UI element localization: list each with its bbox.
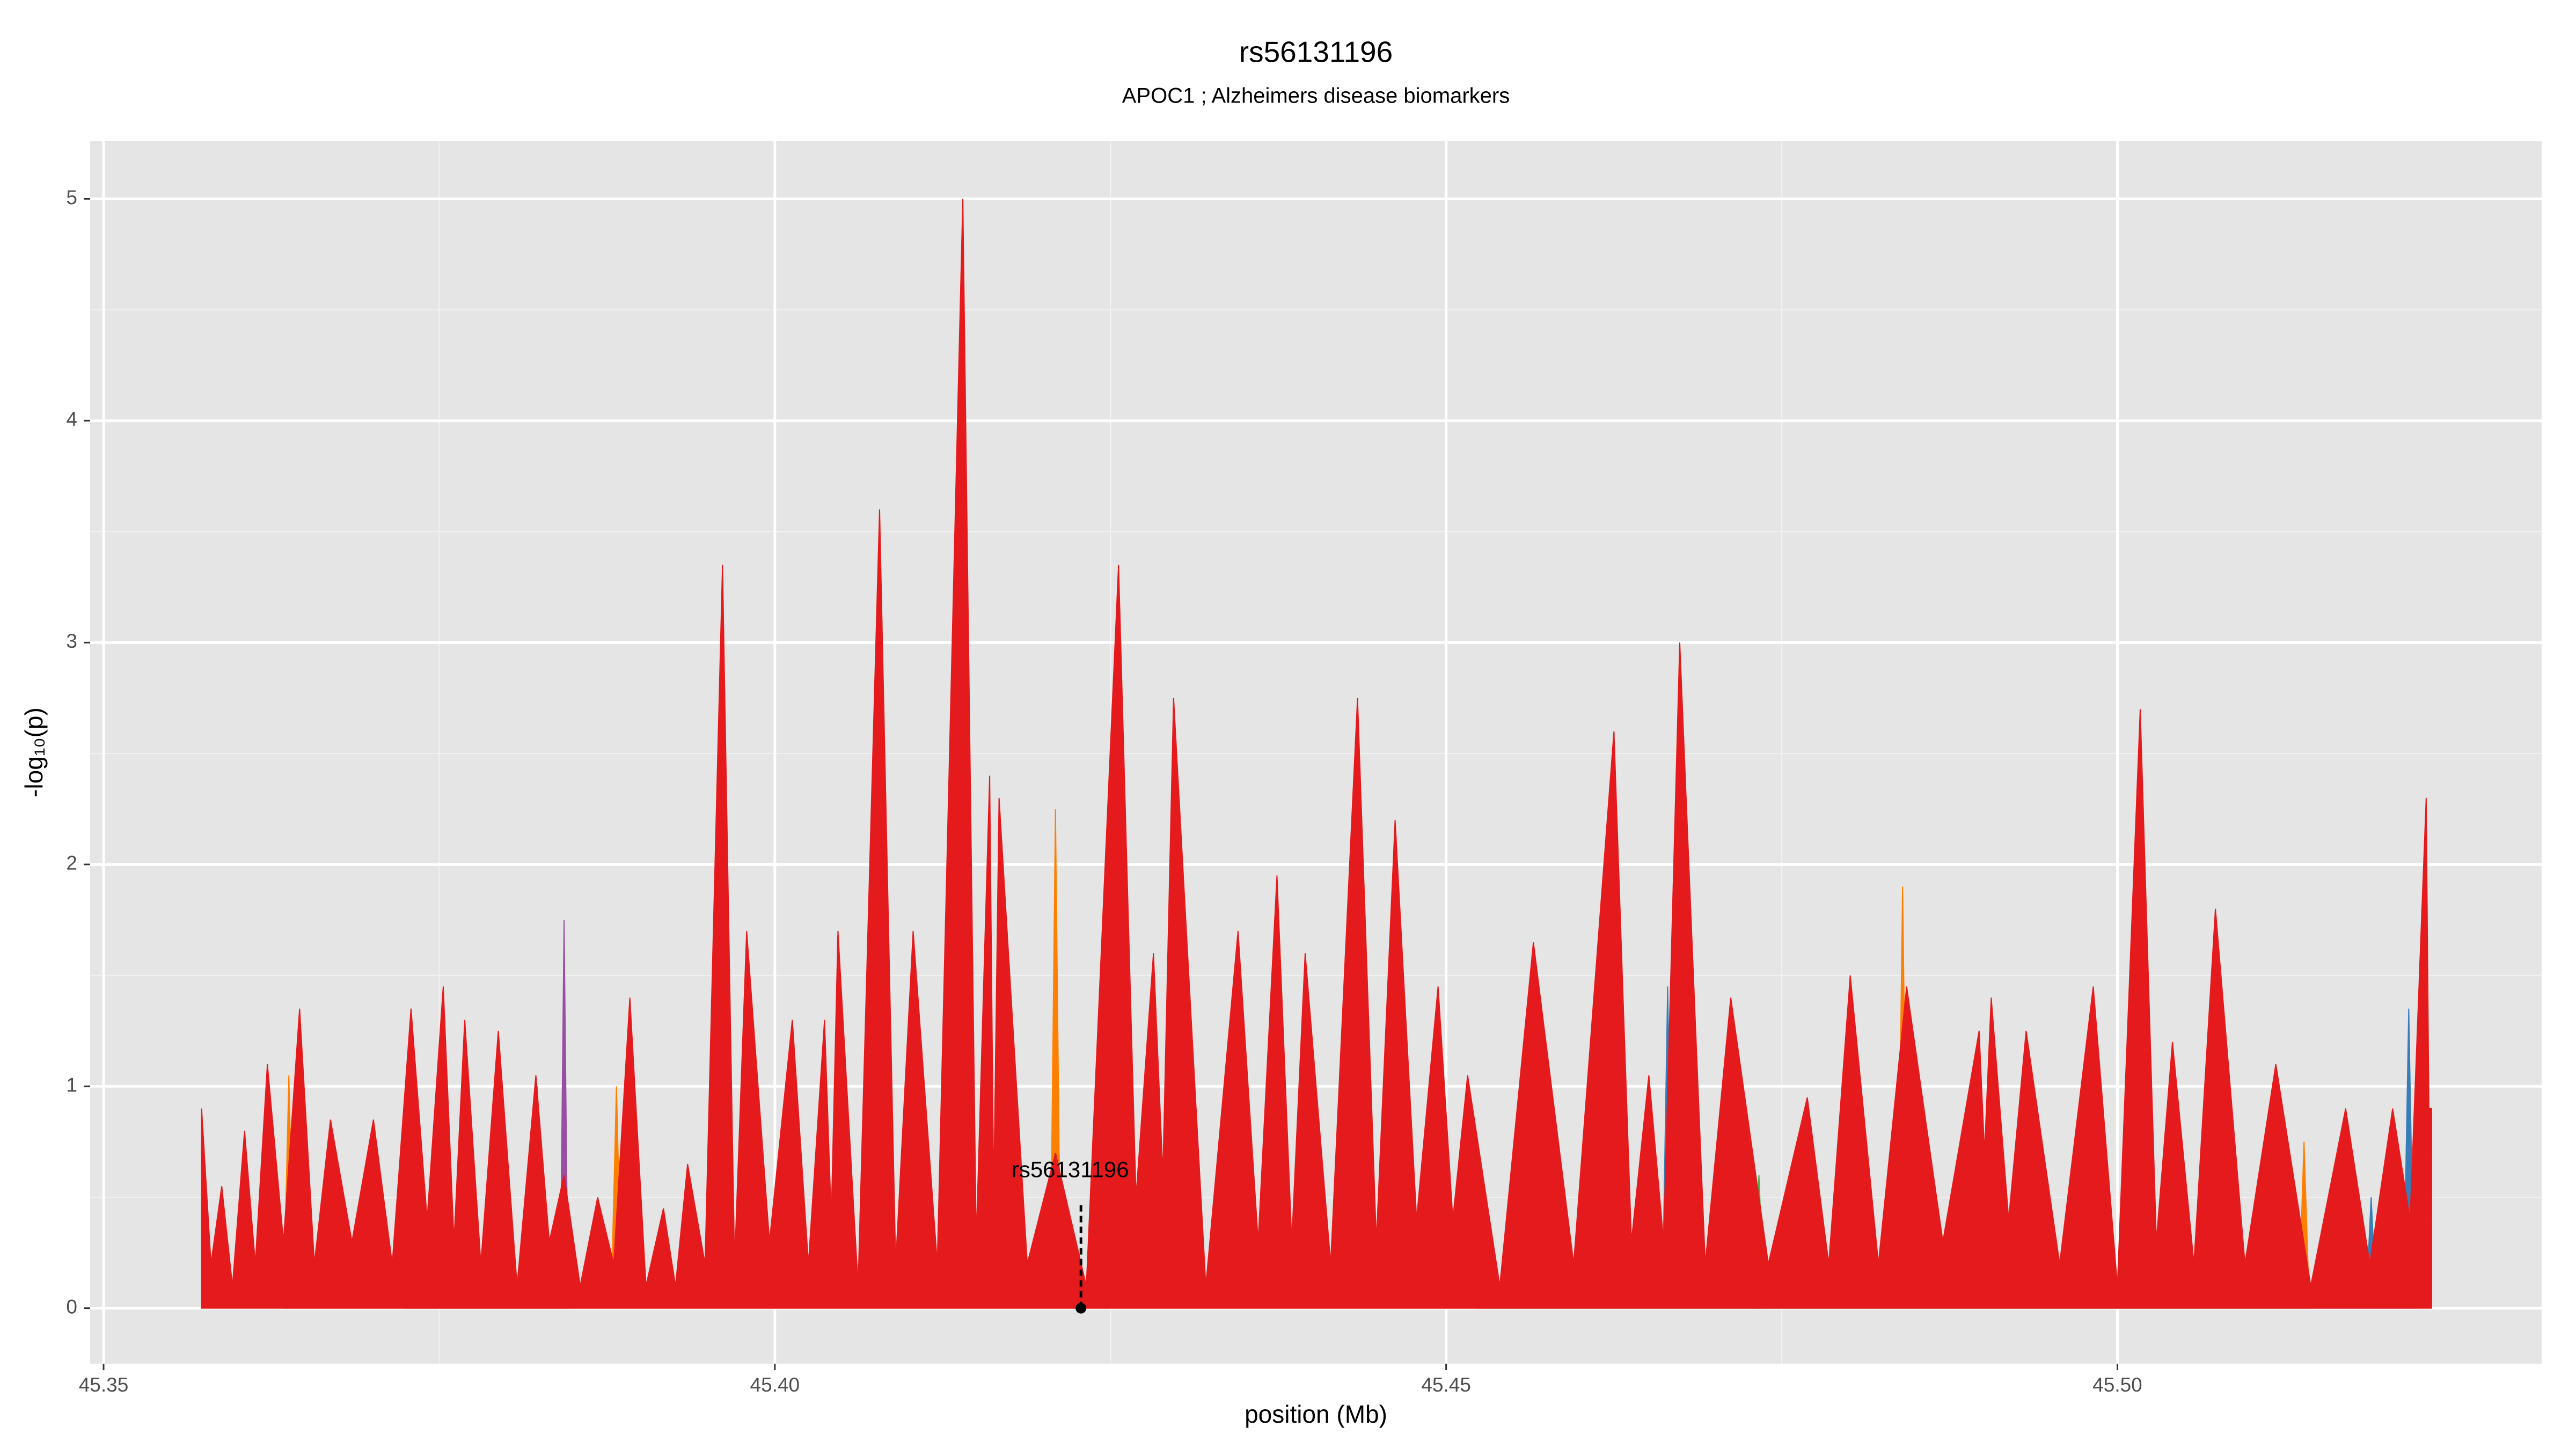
y-tick-label: 3 [66, 630, 77, 652]
y-tick-label: 5 [66, 186, 77, 208]
chart-title: rs56131196 [1239, 35, 1393, 69]
x-tick-label: 45.40 [750, 1374, 800, 1396]
y-tick-label: 4 [66, 408, 77, 430]
chart-subtitle: APOC1 ; Alzheimers disease biomarkers [1122, 84, 1510, 108]
x-tick-label: 45.35 [79, 1374, 129, 1396]
x-tick-label: 45.45 [1421, 1374, 1471, 1396]
area [201, 199, 2432, 1309]
y-tick-label: 1 [66, 1074, 77, 1096]
y-tick-label: 0 [66, 1296, 77, 1318]
y-tick-label: 2 [66, 852, 77, 874]
y-axis-label: -log₁₀(p) [20, 707, 48, 797]
annotation-label: rs56131196 [1012, 1157, 1129, 1182]
x-axis-label: position (Mb) [1245, 1400, 1387, 1428]
x-tick-label: 45.50 [2092, 1374, 2142, 1396]
annotation-point [1075, 1302, 1087, 1314]
